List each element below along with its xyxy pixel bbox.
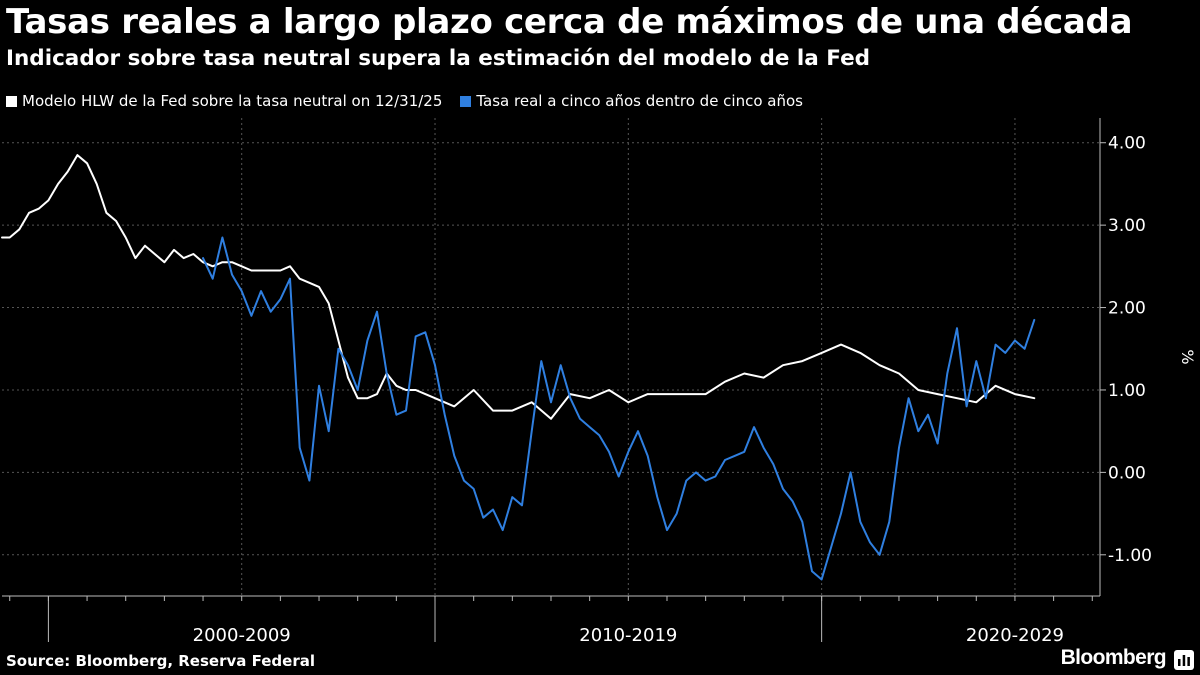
legend-label-real5y5y: Tasa real a cinco años dentro de cinco a… <box>476 92 803 110</box>
axes: 4.00 3.00 2.00 1.00 0.00 -1.00 2000-2009 2010-2… <box>2 118 1152 646</box>
y-tick-label: 0.00 <box>1108 463 1146 483</box>
bloomberg-logo: Bloomberg <box>1060 646 1167 669</box>
legend-swatch-hlw <box>6 95 17 107</box>
bloomberg-terminal-icon <box>1174 650 1194 670</box>
legend-label-hlw: Modelo HLW de la Fed sobre la tasa neutr… <box>22 92 443 110</box>
series-lines <box>1 154 1036 581</box>
chart-subtitle: Indicador sobre tasa neutral supera la e… <box>6 46 871 71</box>
legend: Modelo HLW de la Fed sobre la tasa neutr… <box>6 91 821 111</box>
series-line-real5y5y <box>202 236 1036 581</box>
series-line-hlw <box>1 154 1036 420</box>
y-axis-label: % <box>1178 349 1197 364</box>
x-tick-label: 2010-2019 <box>579 625 677 646</box>
legend-swatch-real5y5y <box>460 95 472 107</box>
y-tick-label: 3.00 <box>1108 216 1146 236</box>
legend-item-real5y5y: Tasa real a cinco años dentro de cinco a… <box>460 92 803 110</box>
x-tick-label: 2000-2009 <box>193 625 291 646</box>
gridlines <box>2 118 1100 596</box>
chart-title: Tasas reales a largo plazo cerca de máxi… <box>6 2 1133 42</box>
x-tick-label: 2020-2029 <box>966 625 1064 646</box>
legend-item-hlw: Modelo HLW de la Fed sobre la tasa neutr… <box>6 92 442 110</box>
source-note: Source: Bloomberg, Reserva Federal <box>6 652 315 670</box>
y-tick-label: 2.00 <box>1108 299 1146 319</box>
y-tick-label: 1.00 <box>1108 381 1146 401</box>
y-tick-label: -1.00 <box>1108 546 1152 566</box>
y-tick-label: 4.00 <box>1108 134 1146 154</box>
